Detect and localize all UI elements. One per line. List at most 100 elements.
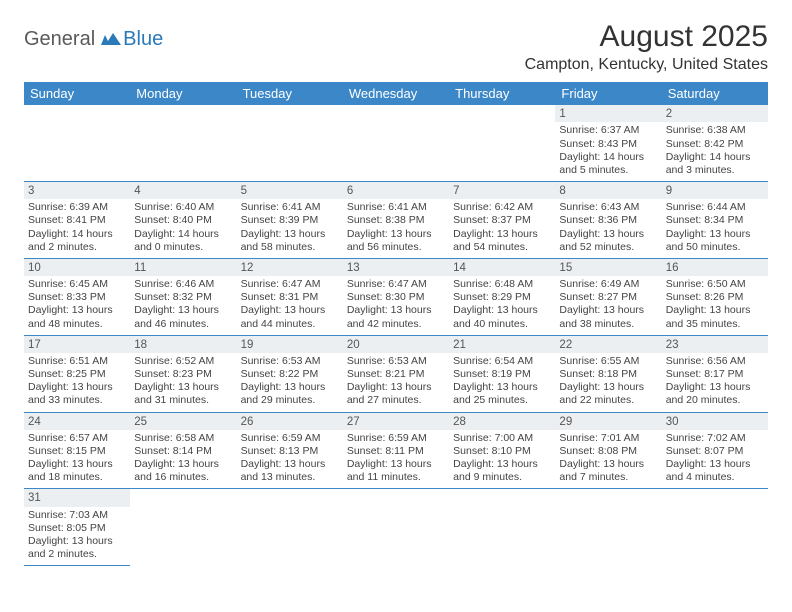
day-detail: Sunrise: 6:59 AM Sunset: 8:11 PM Dayligh… bbox=[347, 432, 445, 485]
day-number: 21 bbox=[449, 336, 555, 353]
calendar-cell bbox=[449, 105, 555, 182]
calendar-cell: 14 Sunrise: 6:48 AM Sunset: 8:29 PM Dayli… bbox=[449, 259, 555, 336]
day-detail: Sunrise: 7:02 AM Sunset: 8:07 PM Dayligh… bbox=[666, 432, 764, 485]
calendar-cell: 1 Sunrise: 6:37 AM Sunset: 8:43 PM Daylig… bbox=[555, 105, 661, 182]
day-number: 14 bbox=[449, 259, 555, 276]
calendar-cell: 3 Sunrise: 6:39 AM Sunset: 8:41 PM Daylig… bbox=[24, 182, 130, 259]
day-number: 25 bbox=[130, 413, 236, 430]
day-number: 2 bbox=[662, 105, 768, 122]
logo-text-blue: Blue bbox=[123, 28, 163, 51]
day-number: 17 bbox=[24, 336, 130, 353]
calendar-cell: 24 Sunrise: 6:57 AM Sunset: 8:15 PM Dayli… bbox=[24, 413, 130, 490]
day-detail: Sunrise: 6:57 AM Sunset: 8:15 PM Dayligh… bbox=[28, 432, 126, 485]
weekday-monday: Monday bbox=[130, 82, 236, 105]
day-detail: Sunrise: 6:40 AM Sunset: 8:40 PM Dayligh… bbox=[134, 201, 232, 254]
day-detail: Sunrise: 6:53 AM Sunset: 8:21 PM Dayligh… bbox=[347, 355, 445, 408]
logo: General Blue bbox=[24, 20, 163, 51]
calendar-cell: 30 Sunrise: 7:02 AM Sunset: 8:07 PM Dayli… bbox=[662, 413, 768, 490]
day-number: 30 bbox=[662, 413, 768, 430]
weekday-tuesday: Tuesday bbox=[237, 82, 343, 105]
day-number: 3 bbox=[24, 182, 130, 199]
day-number: 5 bbox=[237, 182, 343, 199]
day-number: 1 bbox=[555, 105, 661, 122]
day-detail: Sunrise: 6:48 AM Sunset: 8:29 PM Dayligh… bbox=[453, 278, 551, 331]
calendar-cell bbox=[555, 489, 661, 566]
day-number: 24 bbox=[24, 413, 130, 430]
calendar-cell: 26Sunrise: 6:59 AM Sunset: 8:13 PM Dayli… bbox=[237, 413, 343, 490]
day-number: 13 bbox=[343, 259, 449, 276]
calendar-cell: 23Sunrise: 6:56 AM Sunset: 8:17 PM Dayli… bbox=[662, 336, 768, 413]
page-subtitle: Campton, Kentucky, United States bbox=[525, 56, 768, 74]
day-detail: Sunrise: 7:01 AM Sunset: 8:08 PM Dayligh… bbox=[559, 432, 657, 485]
weekday-friday: Friday bbox=[555, 82, 661, 105]
calendar-cell: 22 Sunrise: 6:55 AM Sunset: 8:18 PM Dayli… bbox=[555, 336, 661, 413]
calendar-cell: 20Sunrise: 6:53 AM Sunset: 8:21 PM Dayli… bbox=[343, 336, 449, 413]
header: General Blue August 2025 Campton, Kentuc… bbox=[24, 20, 768, 74]
calendar-cell bbox=[237, 105, 343, 182]
day-detail: Sunrise: 6:39 AM Sunset: 8:41 PM Dayligh… bbox=[28, 201, 126, 254]
day-number: 6 bbox=[343, 182, 449, 199]
calendar-cell: 15Sunrise: 6:49 AM Sunset: 8:27 PM Dayli… bbox=[555, 259, 661, 336]
day-number: 8 bbox=[555, 182, 661, 199]
calendar-cell: 17 Sunrise: 6:51 AM Sunset: 8:25 PM Dayli… bbox=[24, 336, 130, 413]
calendar-cell: 8 Sunrise: 6:43 AM Sunset: 8:36 PM Daylig… bbox=[555, 182, 661, 259]
day-detail: Sunrise: 6:58 AM Sunset: 8:14 PM Dayligh… bbox=[134, 432, 232, 485]
calendar-cell: 7 Sunrise: 6:42 AM Sunset: 8:37 PM Daylig… bbox=[449, 182, 555, 259]
calendar: Sunday Monday Tuesday Wednesday Thursday… bbox=[24, 82, 768, 566]
calendar-cell: 2 Sunrise: 6:38 AM Sunset: 8:42 PM Daylig… bbox=[662, 105, 768, 182]
calendar-cell: 31Sunrise: 7:03 AM Sunset: 8:05 PM Dayli… bbox=[24, 489, 130, 566]
day-number: 18 bbox=[130, 336, 236, 353]
calendar-weekday-header: Sunday Monday Tuesday Wednesday Thursday… bbox=[24, 82, 768, 105]
day-detail: Sunrise: 6:37 AM Sunset: 8:43 PM Dayligh… bbox=[559, 124, 657, 177]
day-detail: Sunrise: 6:43 AM Sunset: 8:36 PM Dayligh… bbox=[559, 201, 657, 254]
day-detail: Sunrise: 6:46 AM Sunset: 8:32 PM Dayligh… bbox=[134, 278, 232, 331]
calendar-cell bbox=[449, 489, 555, 566]
day-detail: Sunrise: 6:55 AM Sunset: 8:18 PM Dayligh… bbox=[559, 355, 657, 408]
day-number: 29 bbox=[555, 413, 661, 430]
day-detail: Sunrise: 6:59 AM Sunset: 8:13 PM Dayligh… bbox=[241, 432, 339, 485]
day-detail: Sunrise: 6:47 AM Sunset: 8:31 PM Dayligh… bbox=[241, 278, 339, 331]
day-number: 27 bbox=[343, 413, 449, 430]
day-detail: Sunrise: 6:44 AM Sunset: 8:34 PM Dayligh… bbox=[666, 201, 764, 254]
day-number: 9 bbox=[662, 182, 768, 199]
calendar-cell: 19Sunrise: 6:53 AM Sunset: 8:22 PM Dayli… bbox=[237, 336, 343, 413]
calendar-cell: 25 Sunrise: 6:58 AM Sunset: 8:14 PM Dayli… bbox=[130, 413, 236, 490]
calendar-cell bbox=[237, 489, 343, 566]
day-number: 19 bbox=[237, 336, 343, 353]
calendar-cell bbox=[662, 489, 768, 566]
day-number: 15 bbox=[555, 259, 661, 276]
title-block: August 2025 Campton, Kentucky, United St… bbox=[525, 20, 768, 74]
day-number: 22 bbox=[555, 336, 661, 353]
weekday-thursday: Thursday bbox=[449, 82, 555, 105]
calendar-cell bbox=[343, 489, 449, 566]
calendar-cell: 16Sunrise: 6:50 AM Sunset: 8:26 PM Dayli… bbox=[662, 259, 768, 336]
day-detail: Sunrise: 6:54 AM Sunset: 8:19 PM Dayligh… bbox=[453, 355, 551, 408]
page-title: August 2025 bbox=[525, 20, 768, 54]
day-number: 28 bbox=[449, 413, 555, 430]
weekday-wednesday: Wednesday bbox=[343, 82, 449, 105]
logo-text-general: General bbox=[24, 28, 95, 51]
day-detail: Sunrise: 6:52 AM Sunset: 8:23 PM Dayligh… bbox=[134, 355, 232, 408]
day-detail: Sunrise: 6:42 AM Sunset: 8:37 PM Dayligh… bbox=[453, 201, 551, 254]
day-detail: Sunrise: 6:38 AM Sunset: 8:42 PM Dayligh… bbox=[666, 124, 764, 177]
day-detail: Sunrise: 6:47 AM Sunset: 8:30 PM Dayligh… bbox=[347, 278, 445, 331]
day-number: 16 bbox=[662, 259, 768, 276]
calendar-cell: 27 Sunrise: 6:59 AM Sunset: 8:11 PM Dayli… bbox=[343, 413, 449, 490]
calendar-cell: 21 Sunrise: 6:54 AM Sunset: 8:19 PM Dayli… bbox=[449, 336, 555, 413]
day-detail: Sunrise: 7:00 AM Sunset: 8:10 PM Dayligh… bbox=[453, 432, 551, 485]
weekday-sunday: Sunday bbox=[24, 82, 130, 105]
calendar-cell: 28 Sunrise: 7:00 AM Sunset: 8:10 PM Dayli… bbox=[449, 413, 555, 490]
day-number: 11 bbox=[130, 259, 236, 276]
calendar-cell: 9 Sunrise: 6:44 AM Sunset: 8:34 PM Daylig… bbox=[662, 182, 768, 259]
day-detail: Sunrise: 6:45 AM Sunset: 8:33 PM Dayligh… bbox=[28, 278, 126, 331]
calendar-cell: 12 Sunrise: 6:47 AM Sunset: 8:31 PM Dayli… bbox=[237, 259, 343, 336]
day-number: 12 bbox=[237, 259, 343, 276]
calendar-cell bbox=[130, 489, 236, 566]
day-detail: Sunrise: 7:03 AM Sunset: 8:05 PM Dayligh… bbox=[28, 509, 126, 562]
calendar-cell: 5Sunrise: 6:41 AM Sunset: 8:39 PM Daylig… bbox=[237, 182, 343, 259]
calendar-cell bbox=[24, 105, 130, 182]
day-detail: Sunrise: 6:51 AM Sunset: 8:25 PM Dayligh… bbox=[28, 355, 126, 408]
day-number: 7 bbox=[449, 182, 555, 199]
calendar-cell: 6Sunrise: 6:41 AM Sunset: 8:38 PM Daylig… bbox=[343, 182, 449, 259]
calendar-cell: 13 Sunrise: 6:47 AM Sunset: 8:30 PM Dayli… bbox=[343, 259, 449, 336]
